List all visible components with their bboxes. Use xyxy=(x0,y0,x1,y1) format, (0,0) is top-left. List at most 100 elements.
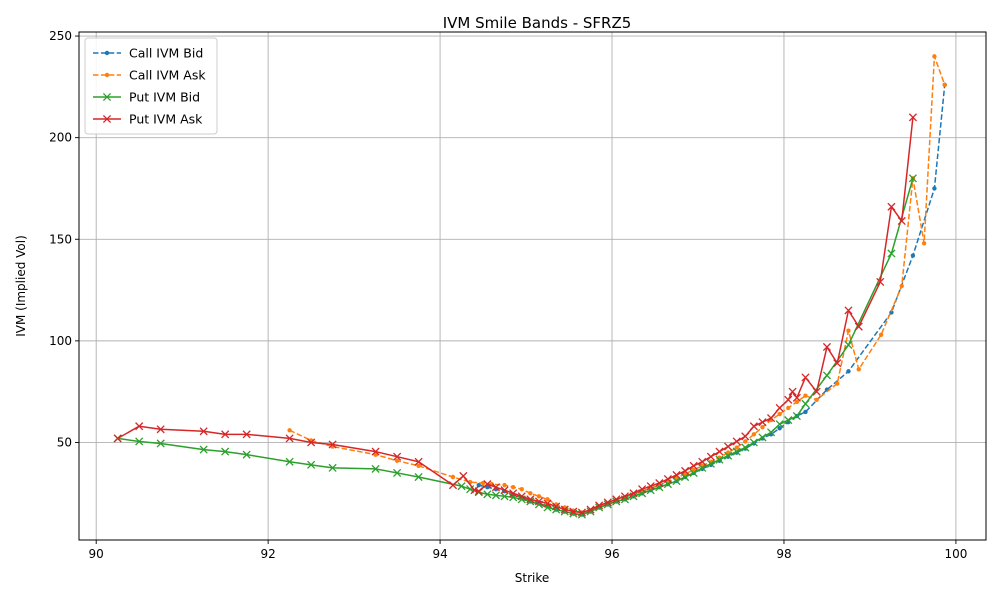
data-point xyxy=(536,494,542,499)
data-point xyxy=(491,483,501,492)
legend-entry: Put IVM Ask xyxy=(93,112,203,127)
data-point xyxy=(801,399,810,408)
data-point xyxy=(416,463,421,469)
data-point xyxy=(698,463,707,472)
data-point xyxy=(803,393,808,398)
data-point xyxy=(285,457,294,466)
data-point xyxy=(393,452,402,461)
data-point xyxy=(328,463,337,472)
data-point xyxy=(560,505,569,514)
data-point xyxy=(751,432,757,437)
data-point xyxy=(899,283,904,289)
legend-label: Call IVM Bid xyxy=(129,46,203,61)
legend: Call IVM Bid Call IVM Ask Put IVM Bid Put I… xyxy=(84,37,218,135)
data-point xyxy=(307,438,316,447)
data-point xyxy=(285,434,294,443)
grid xyxy=(79,32,986,540)
data-point xyxy=(706,452,715,461)
data-point xyxy=(603,498,612,507)
ticks: 90 92 94 96 98 100 50 100 150 200 250 xyxy=(49,29,967,561)
x-tick-label: 90 xyxy=(89,547,104,561)
data-point xyxy=(393,468,402,478)
data-point xyxy=(887,202,896,211)
data-point xyxy=(502,482,507,488)
data-point xyxy=(715,455,724,464)
data-point xyxy=(876,277,885,286)
data-point xyxy=(792,411,801,421)
data-point xyxy=(932,54,937,59)
data-point xyxy=(681,472,690,482)
data-point xyxy=(620,492,629,501)
data-point xyxy=(199,445,208,454)
data-point xyxy=(715,447,724,456)
data-point xyxy=(835,381,840,386)
data-point xyxy=(897,216,906,226)
data-point xyxy=(221,447,230,456)
data-point xyxy=(786,405,791,411)
y-tick-label: 150 xyxy=(49,232,72,246)
data-point xyxy=(307,460,316,469)
x-tick-label: 100 xyxy=(944,547,967,561)
data-point xyxy=(767,414,776,423)
data-point xyxy=(822,342,832,352)
legend-marker xyxy=(104,72,110,78)
data-point xyxy=(156,425,165,434)
data-point xyxy=(221,430,230,439)
data-point xyxy=(113,434,122,443)
data-point xyxy=(545,497,550,502)
data-point xyxy=(414,457,423,466)
data-point xyxy=(199,427,208,436)
data-point xyxy=(734,445,739,450)
data-point xyxy=(784,395,793,404)
data-point xyxy=(552,502,561,511)
data-point xyxy=(801,373,810,382)
data-point xyxy=(500,486,509,495)
data-point xyxy=(242,450,251,459)
y-tick-label: 100 xyxy=(49,334,72,348)
data-point xyxy=(491,491,501,500)
data-point xyxy=(706,459,715,468)
data-point xyxy=(846,328,851,333)
data-point xyxy=(672,477,681,486)
legend-box xyxy=(84,37,218,135)
legend-entry: Call IVM Bid xyxy=(93,46,203,61)
data-point xyxy=(812,387,821,396)
data-point xyxy=(414,472,423,482)
legend-marker xyxy=(102,114,112,124)
y-tick-label: 250 xyxy=(49,29,72,43)
data-point xyxy=(577,508,586,517)
data-point xyxy=(921,241,927,246)
legend-label: Put IVM Bid xyxy=(129,90,200,105)
data-point xyxy=(878,332,884,337)
plot-frame xyxy=(78,31,987,541)
chart-title: IVM Smile Bands - SFRZ5 xyxy=(443,14,632,32)
data-point xyxy=(698,457,707,466)
data-point xyxy=(629,489,638,498)
data-point xyxy=(749,438,758,447)
data-point xyxy=(889,310,894,315)
data-point xyxy=(586,505,595,514)
data-point xyxy=(371,464,380,473)
data-point xyxy=(794,399,800,405)
data-point xyxy=(612,495,621,504)
data-point xyxy=(457,482,466,491)
data-point xyxy=(534,497,544,506)
data-point xyxy=(814,397,819,402)
data-point xyxy=(833,359,842,368)
series-layer xyxy=(113,54,947,519)
x-tick-label: 94 xyxy=(432,547,447,561)
data-point xyxy=(749,422,758,431)
data-point xyxy=(803,409,808,415)
data-point xyxy=(775,403,784,412)
data-point xyxy=(328,440,337,449)
data-point xyxy=(910,253,916,258)
data-point xyxy=(681,466,690,475)
data-point xyxy=(480,480,486,486)
legend-label: Call IVM Ask xyxy=(129,68,206,83)
data-point xyxy=(450,474,456,480)
legend-marker xyxy=(102,92,112,102)
legend-entry: Call IVM Ask xyxy=(93,68,206,83)
data-point xyxy=(846,369,851,374)
data-point xyxy=(371,447,380,456)
